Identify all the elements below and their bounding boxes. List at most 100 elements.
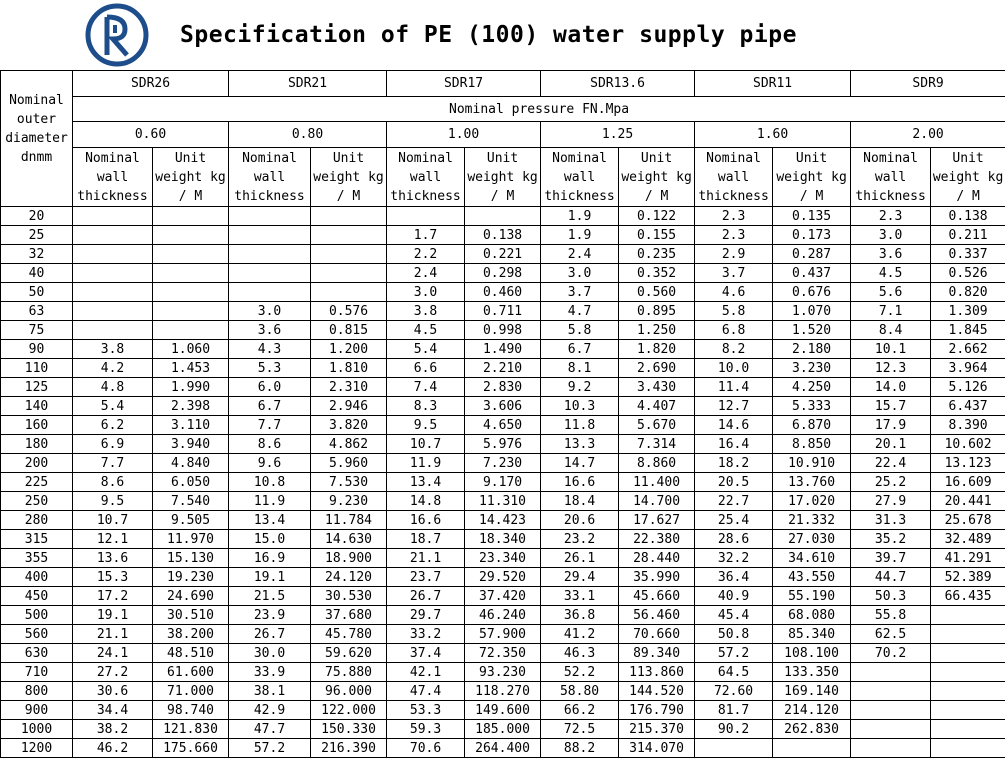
wall-thickness-cell [850,738,932,758]
unit-weight-cell: 24.690 [151,586,230,606]
unit-weight-cell: 3.820 [310,415,388,435]
table-row: 1200 46.2 175.660 57.2 216.390 70.6 264.400 88.… [0,738,1005,758]
unit-weight-cell: 7.540 [151,491,230,511]
diameter-cell: 450 [0,586,73,606]
wall-thickness-cell [72,225,153,245]
unit-weight-cell: 17.627 [618,510,696,530]
wall-thickness-cell: 28.6 [694,529,774,549]
unit-weight-cell: 0.676 [772,282,852,302]
wall-thickness-cell: 11.9 [228,491,312,511]
wall-thickness-cell [386,206,466,226]
wall-thickness-cell: 4.7 [540,301,620,321]
diameter-cell: 315 [0,529,73,549]
pressure-value: 1.00 [386,121,542,148]
wall-thickness-cell: 5.4 [386,339,466,359]
wall-thickness-cell: 27.9 [850,491,932,511]
wall-thickness-cell: 3.6 [228,320,312,340]
sdr-header: SDR13.6 [540,70,696,97]
wall-thickness-cell: 58.80 [540,681,620,701]
col-wall-header: Nominal wall thickness [850,147,932,207]
unit-weight-cell: 0.211 [930,225,1005,245]
wall-thickness-cell: 2.4 [540,244,620,264]
wall-thickness-cell: 1.9 [540,206,620,226]
table-row: 250 9.5 7.540 11.9 9.230 14.8 11.310 18.4 14.700… [0,491,1005,511]
wall-thickness-cell: 15.7 [850,396,932,416]
unit-weight-cell: 1.250 [618,320,696,340]
wall-thickness-cell: 10.1 [850,339,932,359]
page-header: Specification of PE (100) water supply p… [0,0,1005,70]
diameter-cell: 1000 [0,719,73,739]
diameter-cell: 110 [0,358,73,378]
unit-weight-cell: 14.423 [464,510,542,530]
diameter-cell: 25 [0,225,73,245]
wall-thickness-cell: 5.8 [540,320,620,340]
unit-weight-cell: 85.340 [772,624,852,644]
unit-weight-cell: 96.000 [310,681,388,701]
wall-thickness-cell: 10.7 [386,434,466,454]
wall-thickness-cell: 7.7 [72,453,153,473]
wall-thickness-cell: 3.0 [850,225,932,245]
wall-thickness-cell: 2.2 [386,244,466,264]
wall-thickness-cell [72,206,153,226]
table-row: 710 27.2 61.600 33.9 75.880 42.1 93.230 52.2 113… [0,662,1005,682]
unit-weight-cell: 6.050 [151,472,230,492]
unit-weight-cell: 20.441 [930,491,1005,511]
wall-thickness-cell: 6.2 [72,415,153,435]
pressure-label: Nominal pressure FN.Mpa [71,96,1005,122]
unit-weight-cell: 0.820 [930,282,1005,302]
unit-weight-cell [310,225,388,245]
diameter-cell: 500 [0,605,73,625]
wall-thickness-cell: 30.6 [72,681,153,701]
unit-weight-cell: 1.453 [151,358,230,378]
wall-thickness-cell: 2.3 [694,206,774,226]
unit-weight-cell: 57.900 [464,624,542,644]
diameter-cell: 900 [0,700,73,720]
unit-weight-cell [464,206,542,226]
wall-thickness-cell: 4.8 [72,377,153,397]
pressure-value: 0.60 [71,121,230,148]
unit-weight-cell: 35.990 [618,567,696,587]
unit-weight-cell: 0.135 [772,206,852,226]
wall-thickness-cell: 15.3 [72,567,153,587]
diameter-cell: 75 [0,320,73,340]
unit-weight-cell: 0.711 [464,301,542,321]
unit-weight-cell: 5.333 [772,396,852,416]
wall-thickness-cell: 40.9 [694,586,774,606]
table-row: 25 1.7 0.138 1.9 0.155 2.3 0.173 3.0 0.211 [0,225,1005,245]
unit-weight-cell [930,662,1005,682]
table-row: 355 13.6 15.130 16.9 18.900 21.1 23.340 26.1 28.… [0,548,1005,568]
wall-thickness-cell: 14.6 [694,415,774,435]
wall-thickness-cell: 3.8 [386,301,466,321]
wall-thickness-cell: 9.5 [72,491,153,511]
unit-weight-cell: 0.560 [618,282,696,302]
unit-weight-cell: 2.946 [310,396,388,416]
unit-weight-cell: 30.510 [151,605,230,625]
unit-weight-cell [151,282,230,302]
wall-thickness-cell: 53.3 [386,700,466,720]
unit-weight-cell: 1.520 [772,320,852,340]
unit-weight-cell: 2.398 [151,396,230,416]
unit-weight-cell [310,263,388,283]
unit-weight-cell: 2.690 [618,358,696,378]
spec-table: Nominal outer diameter dnmm SDR26 SDR21 … [0,70,1005,758]
diameter-cell: 225 [0,472,73,492]
page-title: Specification of PE (100) water supply p… [180,22,797,48]
unit-weight-cell [310,282,388,302]
wall-thickness-cell [850,681,932,701]
wall-thickness-cell: 6.9 [72,434,153,454]
unit-weight-cell: 46.240 [464,605,542,625]
col-wall-header: Nominal wall thickness [72,147,153,207]
table-row: 125 4.8 1.990 6.0 2.310 7.4 2.830 9.2 3.430 11.4 4… [0,377,1005,397]
unit-weight-cell: 56.460 [618,605,696,625]
unit-weight-cell: 4.250 [772,377,852,397]
unit-weight-cell [930,738,1005,758]
unit-weight-cell [310,244,388,264]
unit-weight-cell: 8.390 [930,415,1005,435]
unit-weight-cell: 169.140 [772,681,852,701]
unit-weight-cell: 185.000 [464,719,542,739]
diameter-cell: 50 [0,282,73,302]
wall-thickness-cell: 18.7 [386,529,466,549]
unit-weight-cell: 70.660 [618,624,696,644]
unit-weight-cell: 0.998 [464,320,542,340]
unit-weight-cell: 5.976 [464,434,542,454]
